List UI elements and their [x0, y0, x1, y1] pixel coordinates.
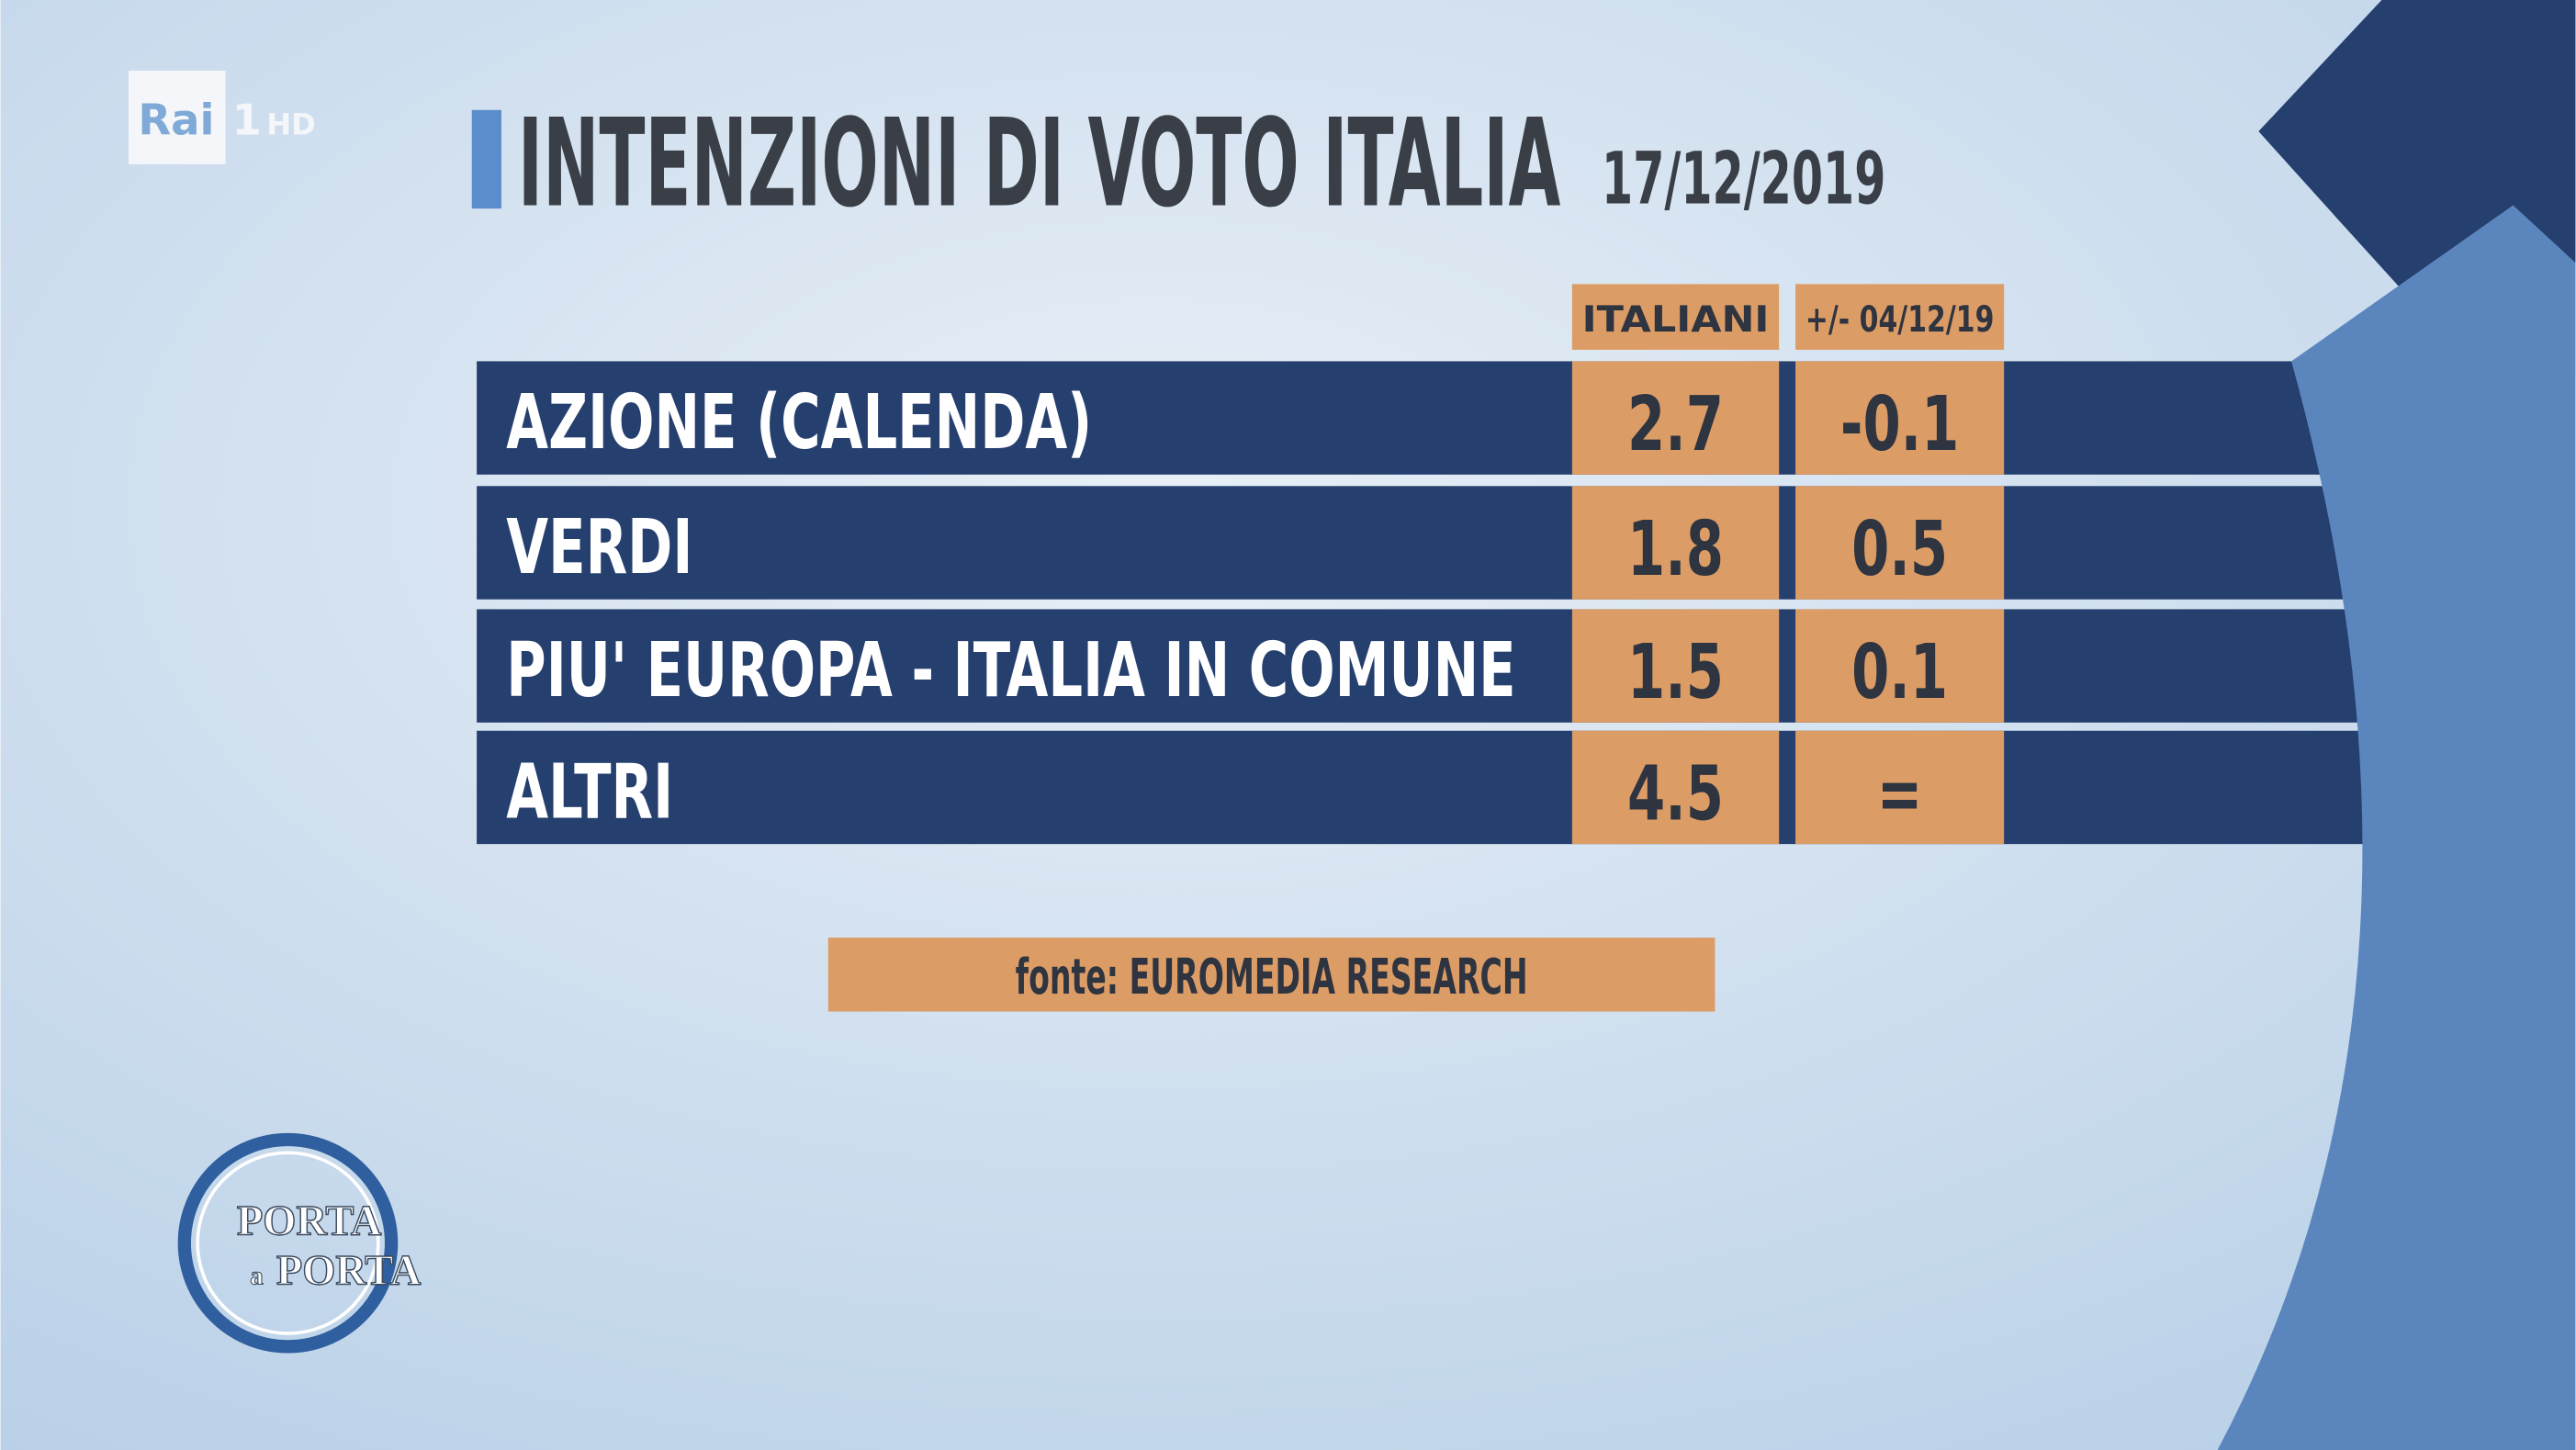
value: 1.8 — [1627, 506, 1724, 593]
source: fonte: EUROMEDIA RESEARCH — [1016, 948, 1528, 1006]
row-bar — [477, 486, 2447, 600]
decor-light — [2217, 205, 2576, 1450]
row-label: PIU' EUROPA - ITALIA IN COMUNE — [506, 627, 1515, 714]
show-line3: PORTA — [276, 1247, 422, 1294]
value-cell — [1571, 486, 1780, 600]
column-header-cell — [1795, 284, 2005, 350]
logo-ring — [177, 1132, 399, 1354]
logo-number: 1 — [232, 96, 262, 145]
logo-channel: Rai — [138, 96, 214, 145]
row-bar — [477, 730, 2447, 845]
title-accent — [471, 109, 501, 209]
value-cell — [1795, 730, 2005, 845]
value-cell — [1795, 609, 2005, 723]
column-header-cell — [1571, 284, 1780, 350]
value-cell — [1571, 730, 1780, 845]
logo-ring-inner — [196, 1151, 380, 1335]
value-cell — [1795, 361, 2005, 475]
row-label: AZIONE (CALENDA) — [506, 379, 1092, 466]
value-cell — [1571, 361, 1780, 475]
logo-hd: HD — [266, 107, 316, 142]
table: ITALIANI +/- 04/12/19 AZIONE (CALENDA) 2.7 -… — [477, 284, 2447, 845]
value: 0.5 — [1851, 506, 1948, 593]
title: INTENZIONI DI VOTO ITALIA — [518, 94, 1561, 235]
row-bar — [477, 609, 2447, 723]
value: -0.1 — [1840, 381, 1959, 468]
row-label: VERDI — [506, 504, 692, 591]
column-header: +/- 04/12/19 — [1805, 298, 1995, 341]
value: 2.7 — [1627, 381, 1724, 468]
value-cell — [1571, 609, 1780, 723]
show-line1: PORTA — [237, 1198, 382, 1245]
row-bar — [477, 361, 2447, 475]
value: 4.5 — [1627, 750, 1724, 837]
value: = — [1877, 750, 1923, 837]
value: 0.1 — [1851, 629, 1948, 716]
date: 17/12/2019 — [1602, 137, 1885, 221]
value: 1.5 — [1627, 629, 1724, 716]
row-label: ALTRI — [506, 749, 673, 837]
value-cell — [1795, 486, 2005, 600]
source-box — [827, 938, 1715, 1012]
column-header: ITALIANI — [1582, 298, 1770, 341]
show-line2: a — [250, 1262, 263, 1290]
logo-box — [129, 70, 226, 164]
show-logo: PORTA a PORTA — [177, 1132, 422, 1354]
